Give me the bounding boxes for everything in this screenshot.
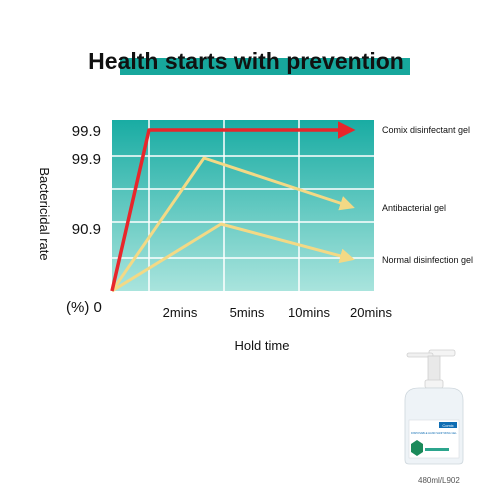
series-line-antibacterial bbox=[110, 156, 355, 292]
title-underline-bar bbox=[120, 58, 410, 75]
x-axis-label: Hold time bbox=[235, 338, 290, 353]
y-tick-label: 99.9 bbox=[72, 151, 101, 168]
series-line-normal bbox=[111, 222, 355, 293]
y-tick-label: 99.9 bbox=[72, 123, 101, 140]
x-tick-label: 10mins bbox=[288, 305, 330, 320]
chart-title: Health starts with prevention bbox=[88, 48, 404, 74]
legend-entry: Comix disinfectant gel bbox=[382, 125, 470, 135]
legend-entry: Normal disinfection gel bbox=[382, 255, 473, 265]
series-line-comix bbox=[110, 121, 356, 292]
legend-entry: Antibacterial gel bbox=[382, 203, 446, 213]
y-axis-label: Bactericidal rate bbox=[37, 167, 52, 260]
legend: Comix disinfectant gel Antibacterial gel N… bbox=[382, 125, 473, 265]
y-axis-prefix: (%) 0 bbox=[66, 299, 102, 316]
y-tick-label: 90.9 bbox=[72, 221, 101, 238]
y-tick-labels: 99.9 99.9 90.9 bbox=[72, 123, 101, 238]
x-tick-label: 20mins bbox=[350, 305, 392, 320]
product-model-label: 480ml/L902 bbox=[418, 476, 460, 485]
x-tick-labels: 2mins 5mins 10mins 20mins bbox=[163, 305, 393, 320]
product-bottle-image: Comix DISPOSABLE HAND SANITIZING GEL bbox=[404, 349, 464, 465]
x-tick-label: 5mins bbox=[230, 305, 265, 320]
grid bbox=[112, 120, 374, 291]
bottle-brand: Comix bbox=[442, 423, 453, 428]
bottle-label-text: DISPOSABLE HAND SANITIZING GEL bbox=[411, 431, 457, 435]
x-tick-label: 2mins bbox=[163, 305, 198, 320]
series-lines bbox=[110, 121, 356, 293]
